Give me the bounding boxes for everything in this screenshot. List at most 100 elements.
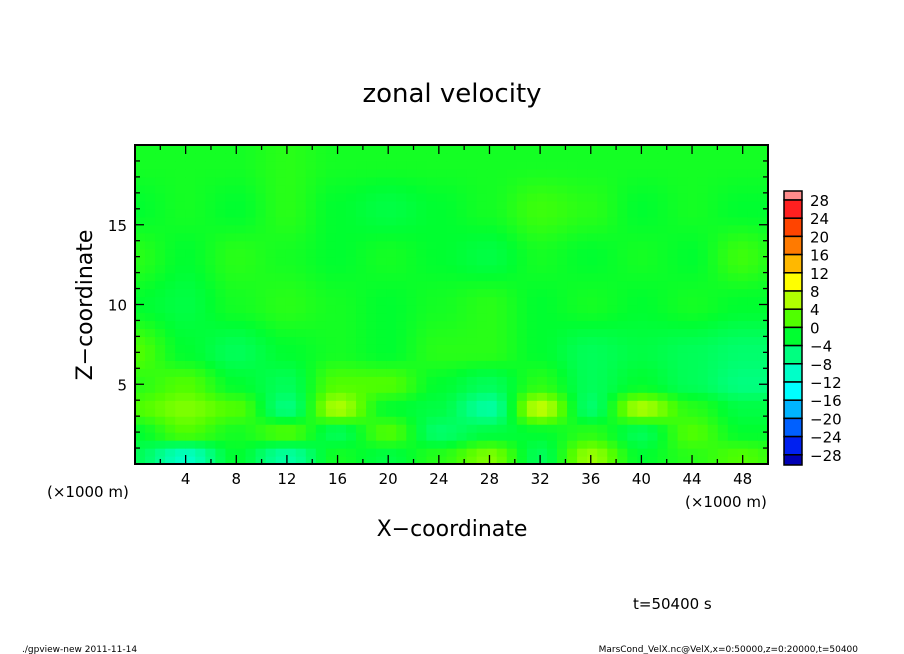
heatmap-cell — [416, 416, 427, 425]
heatmap-cell — [617, 224, 628, 234]
heatmap-cell — [737, 256, 749, 266]
heatmap-cell — [416, 456, 427, 465]
heatmap-cell — [275, 264, 287, 274]
heatmap-cell — [697, 256, 709, 266]
heatmap-cell — [315, 208, 327, 218]
heatmap-cell — [215, 224, 227, 234]
heatmap-cell — [245, 328, 257, 338]
heatmap-cell — [536, 200, 548, 210]
heatmap-cell — [567, 176, 578, 186]
heatmap-cell — [155, 184, 166, 194]
heatmap-cell — [587, 432, 598, 441]
heatmap-cell — [466, 160, 478, 170]
heatmap-cell — [577, 216, 588, 226]
heatmap-cell — [737, 320, 749, 330]
heatmap-cell — [275, 280, 287, 290]
heatmap-cell — [516, 176, 528, 186]
heatmap-cell — [506, 424, 518, 433]
heatmap-cell — [185, 416, 196, 425]
heatmap-cell — [657, 184, 669, 194]
heatmap-cell — [185, 176, 196, 186]
heatmap-cell — [436, 432, 448, 441]
heatmap-cell — [255, 224, 267, 234]
heatmap-cell — [617, 145, 628, 154]
heatmap-cell — [526, 296, 538, 306]
heatmap-cell — [185, 184, 196, 194]
heatmap-cell — [325, 272, 337, 282]
heatmap-cell — [617, 376, 628, 385]
heatmap-cell — [225, 232, 237, 242]
heatmap-cell — [285, 432, 297, 441]
heatmap-cell — [516, 160, 528, 170]
heatmap-cell — [416, 368, 427, 377]
heatmap-cell — [697, 200, 709, 210]
heatmap-cell — [335, 376, 347, 385]
heatmap-cell — [476, 336, 488, 345]
heatmap-cell — [346, 232, 357, 242]
y-tick-label: 5 — [117, 376, 127, 394]
heatmap-cell — [747, 176, 759, 186]
heatmap-cell — [677, 304, 689, 314]
heatmap-cell — [476, 208, 488, 218]
heatmap-cell — [436, 192, 448, 202]
heatmap-cell — [536, 424, 548, 433]
heatmap-cell — [335, 408, 347, 417]
heatmap-cell — [245, 312, 257, 322]
heatmap-cell — [145, 232, 156, 242]
heatmap-cell — [416, 240, 427, 250]
heatmap-cell — [587, 152, 598, 162]
heatmap-cell — [456, 184, 468, 194]
heatmap-cell — [205, 208, 216, 218]
heatmap-cell — [416, 320, 427, 330]
heatmap-cell — [476, 328, 488, 338]
heatmap-cell — [235, 352, 247, 361]
heatmap-cell — [376, 344, 387, 353]
heatmap-cell — [456, 320, 468, 330]
heatmap-cell — [315, 392, 327, 401]
heatmap-cell — [386, 312, 397, 322]
heatmap-cell — [366, 376, 377, 385]
heatmap-cell — [436, 336, 448, 345]
heatmap-cell — [295, 376, 307, 385]
heatmap-cell — [285, 320, 297, 330]
heatmap-cell — [356, 416, 367, 425]
heatmap-cell — [687, 240, 699, 250]
heatmap-cell — [557, 440, 568, 449]
heatmap-cell — [396, 280, 407, 290]
heatmap-cell — [315, 408, 327, 417]
heatmap-cell — [727, 224, 739, 234]
heatmap-cell — [486, 384, 498, 393]
heatmap-cell — [627, 360, 638, 369]
heatmap-cell — [727, 400, 739, 409]
heatmap-cell — [557, 145, 568, 154]
heatmap-cell — [396, 168, 407, 178]
heatmap-cell — [516, 200, 528, 210]
heatmap-cell — [416, 192, 427, 202]
heatmap-cell — [406, 376, 417, 385]
heatmap-cell — [145, 192, 156, 202]
heatmap-cell — [195, 232, 206, 242]
heatmap-cell — [516, 416, 528, 425]
heatmap-cell — [717, 392, 729, 401]
heatmap-cell — [386, 288, 397, 298]
heatmap-cell — [476, 192, 488, 202]
heatmap-cell — [526, 432, 538, 441]
heatmap-cell — [446, 456, 458, 465]
heatmap-cell — [195, 368, 206, 377]
heatmap-cell — [657, 360, 669, 369]
heatmap-cell — [265, 192, 277, 202]
heatmap-cell — [155, 200, 166, 210]
heatmap-cell — [426, 288, 438, 298]
heatmap-cell — [516, 400, 528, 409]
heatmap-cell — [637, 360, 649, 369]
heatmap-cell — [305, 392, 317, 401]
heatmap-cell — [697, 240, 709, 250]
heatmap-cell — [456, 216, 468, 226]
heatmap-cell — [426, 328, 438, 338]
heatmap-cell — [506, 160, 518, 170]
heatmap-cell — [245, 280, 257, 290]
heatmap-cell — [325, 280, 337, 290]
heatmap-cell — [225, 240, 237, 250]
colorbar-box — [783, 344, 803, 365]
heatmap-cell — [406, 232, 417, 242]
